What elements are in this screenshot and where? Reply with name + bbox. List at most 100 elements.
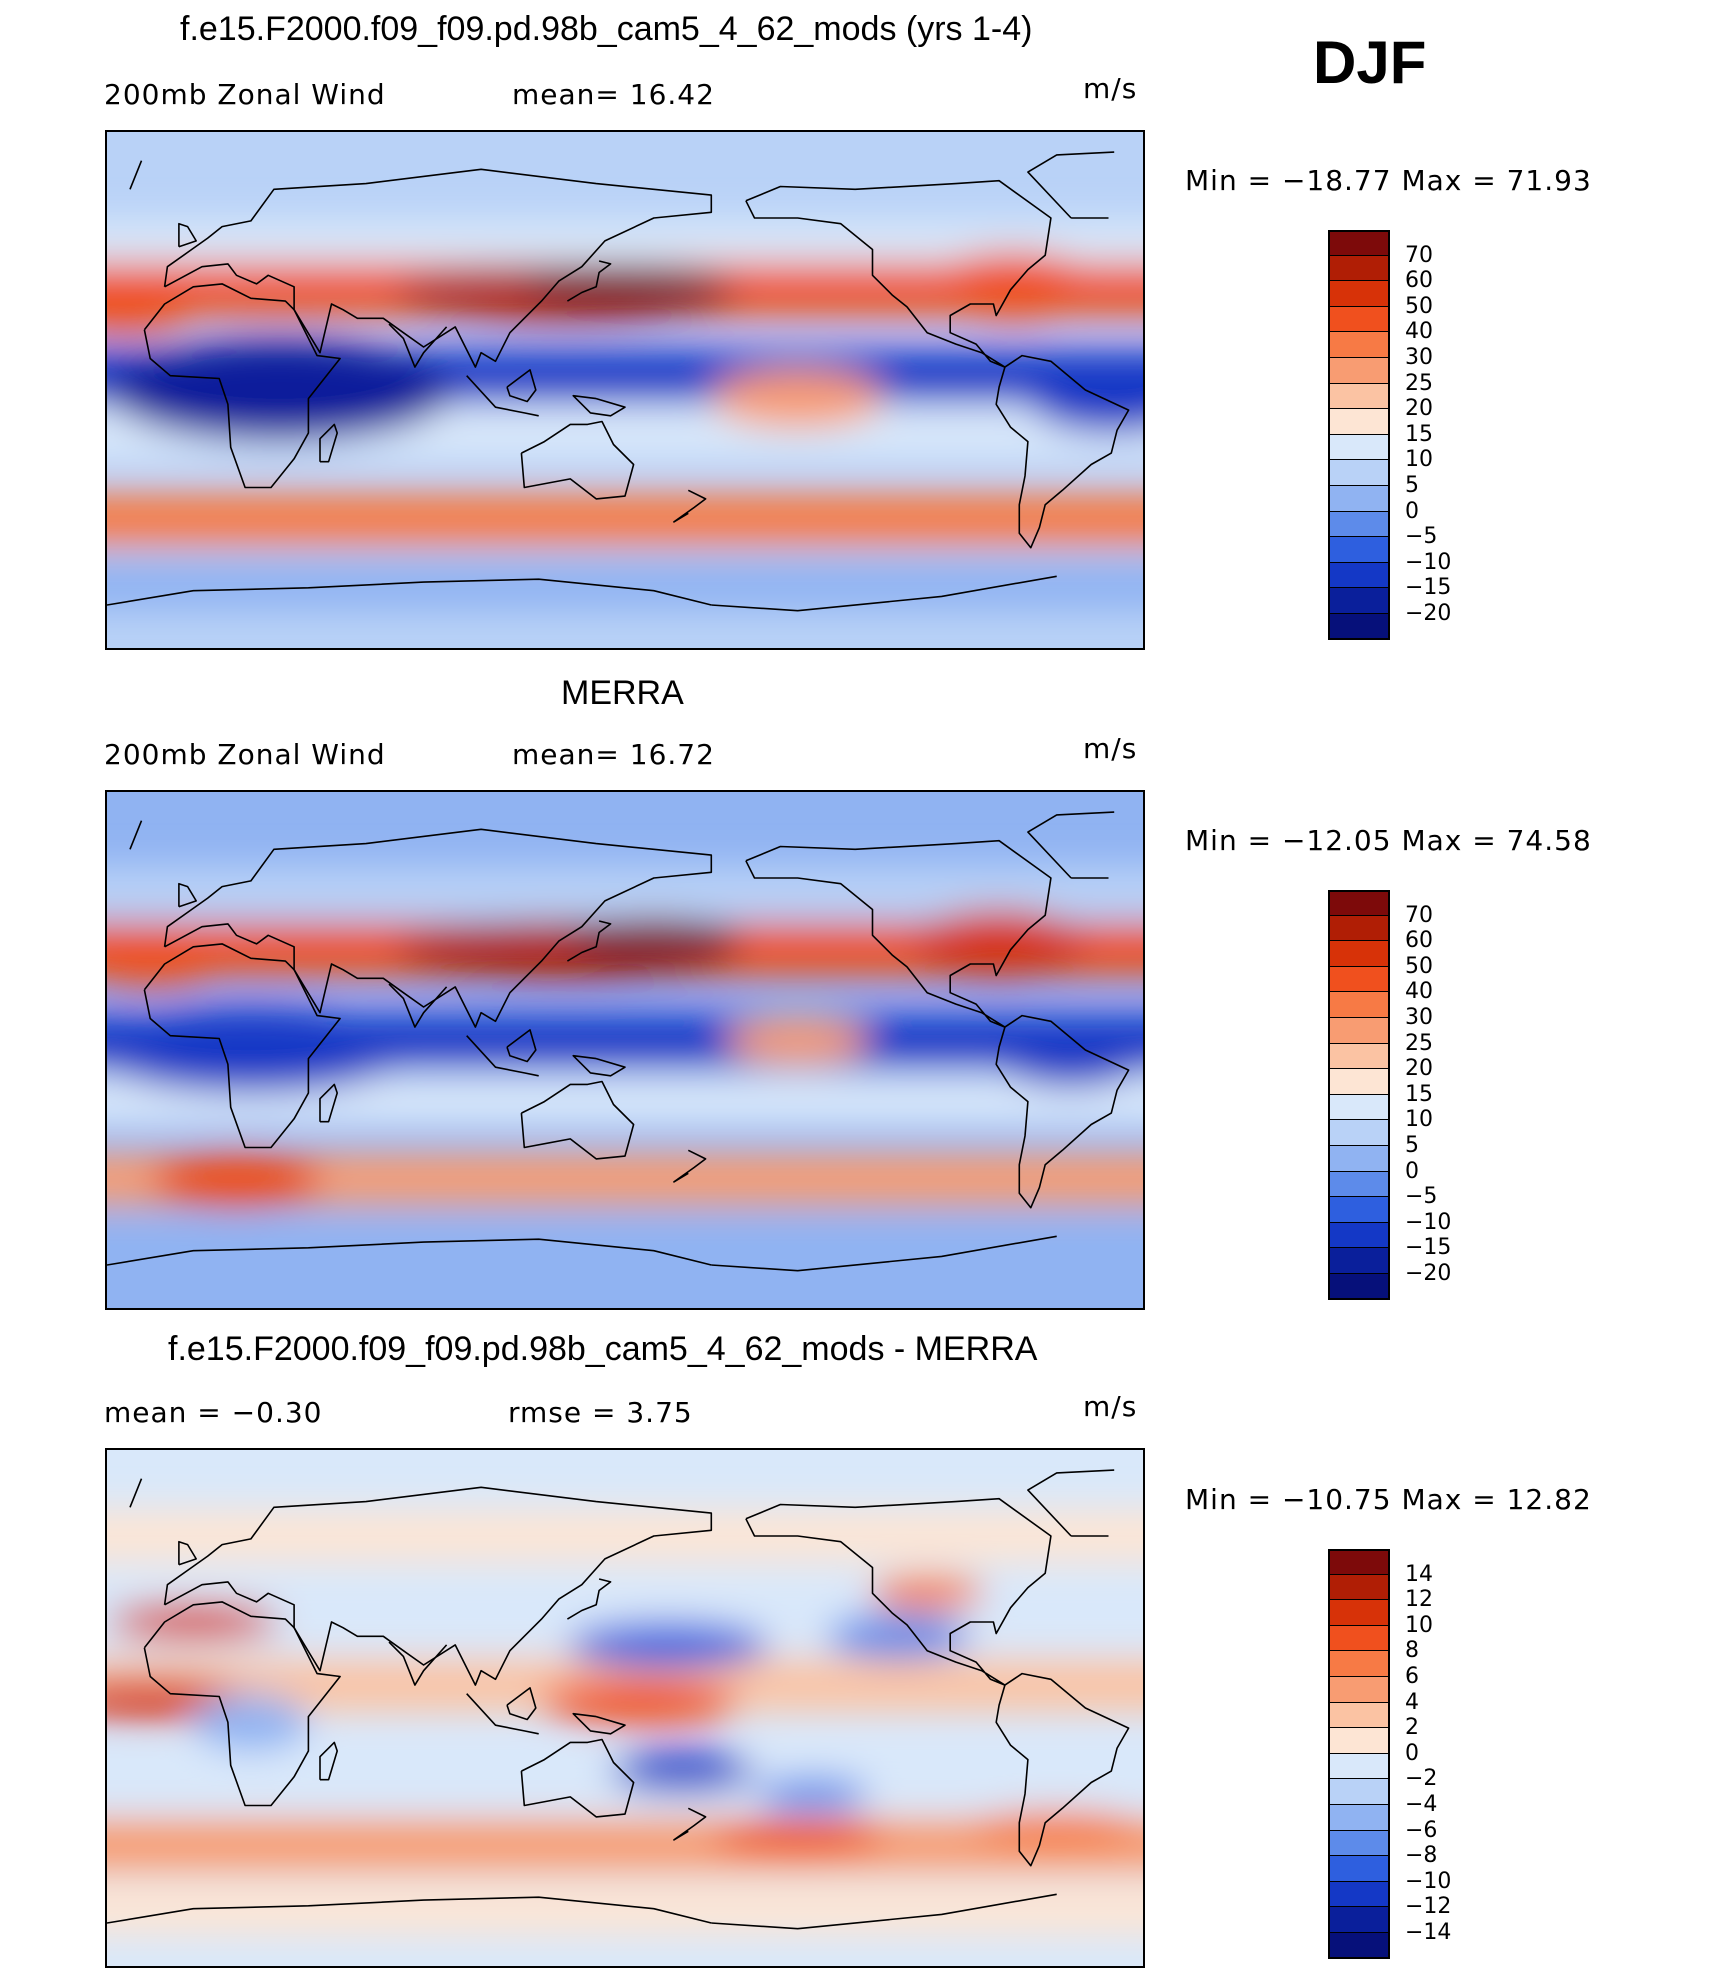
coastline	[711, 575, 1057, 612]
zonal-band	[107, 1510, 1143, 1562]
field-map	[107, 792, 1143, 1308]
coastline	[466, 1693, 539, 1735]
colorbar-swatch	[1328, 1248, 1390, 1274]
colorbar-swatch	[1328, 281, 1390, 307]
colorbar-swatch	[1328, 992, 1390, 1018]
zonal-band	[107, 493, 1143, 545]
colorbar-tick-label: −10	[1405, 549, 1452, 575]
colorbar-tick-label: 50	[1405, 953, 1433, 979]
colorbar-swatch	[1328, 1222, 1390, 1249]
coastline	[163, 168, 713, 368]
colorbar-swatch	[1328, 966, 1390, 993]
coastline	[673, 1807, 707, 1841]
coastline	[995, 1014, 1130, 1209]
colorbar-tick-label: 25	[1405, 370, 1433, 396]
colorbar-tick-label: 0	[1405, 498, 1419, 524]
field-anomaly	[754, 1776, 870, 1812]
panel1-units: m/s	[1083, 72, 1138, 105]
coastline	[572, 1712, 626, 1735]
colorbar-swatch	[1328, 1017, 1390, 1044]
coastlines	[107, 151, 1130, 612]
panel3-map	[105, 1448, 1145, 1968]
panel3-title: f.e15.F2000.f09_f09.pd.98b_cam5_4_62_mod…	[168, 1330, 1038, 1368]
colorbar-swatch	[1328, 1702, 1390, 1729]
panel3-mean: mean = −0.30	[104, 1396, 323, 1429]
colorbar-tick-label: 5	[1405, 1133, 1419, 1158]
field-anomaly	[610, 1751, 755, 1792]
colorbar-swatch	[1328, 1197, 1390, 1223]
colorbar-swatch	[1328, 1625, 1390, 1652]
coastline	[711, 1893, 1057, 1930]
field-anomaly	[150, 1150, 323, 1208]
panel2-min-max: Min = −12.05 Max = 74.58	[1185, 824, 1592, 857]
field-anomaly	[1027, 364, 1143, 433]
colorbar-tick-label: −4	[1405, 1792, 1438, 1817]
colorbar-tick-label: 70	[1405, 902, 1433, 928]
coastline	[178, 222, 197, 248]
colorbar-swatch	[1328, 230, 1390, 256]
coastline	[506, 369, 537, 403]
panel2-mean: mean= 16.72	[512, 738, 715, 771]
colorbar-swatch	[1328, 1273, 1390, 1300]
coastline	[143, 943, 341, 1149]
colorbar-tick-label: −20	[1405, 1261, 1452, 1286]
coastline	[572, 394, 626, 417]
colorbar-swatch	[1328, 1856, 1390, 1882]
coastline	[107, 1896, 712, 1924]
coastline	[143, 283, 341, 489]
coastline	[129, 1478, 143, 1508]
colorbar-swatch	[1328, 1753, 1390, 1780]
colorbar-swatch	[1328, 1043, 1390, 1070]
colorbar-swatch	[1328, 1145, 1390, 1172]
coastlines	[107, 811, 1130, 1272]
field-anomaly	[107, 338, 453, 442]
colorbar-tick-label: 50	[1405, 293, 1433, 319]
zonal-band	[107, 559, 1143, 611]
colorbar-tick-label: −5	[1405, 1184, 1438, 1210]
colorbar-tick-label: 4	[1405, 1689, 1419, 1715]
colorbar-tick-label: 70	[1405, 242, 1433, 268]
colorbar-tick-label: 20	[1405, 396, 1433, 422]
colorbar-tick-label: 0	[1405, 1158, 1419, 1184]
coastline	[673, 489, 707, 523]
colorbar-swatch	[1328, 306, 1390, 333]
zonal-band	[107, 1224, 1143, 1277]
colorbar-tick-label: −14	[1405, 1920, 1452, 1945]
coastline	[319, 1083, 338, 1123]
coastline	[745, 839, 1052, 1028]
coastline	[466, 1035, 539, 1077]
colorbar-tick-label: 20	[1405, 1056, 1433, 1082]
panel1-left-label: 200mb Zonal Wind	[104, 78, 386, 111]
coastline	[520, 420, 635, 500]
colorbar-tick-label: −12	[1405, 1894, 1452, 1920]
panel2-title: MERRA	[561, 674, 684, 712]
field-anomaly	[107, 286, 194, 333]
coastline	[388, 1641, 448, 1686]
coastline	[163, 828, 713, 1028]
coastline	[566, 920, 612, 962]
panel3-min-max: Min = −10.75 Max = 12.82	[1185, 1483, 1592, 1516]
colorbar-swatch	[1328, 1676, 1390, 1703]
colorbar-swatch	[1328, 434, 1390, 461]
coastline	[745, 1497, 1052, 1686]
colorbar-swatch	[1328, 537, 1390, 563]
zonal-band	[107, 1819, 1143, 1872]
panel2-units: m/s	[1083, 732, 1138, 765]
coastline	[995, 354, 1130, 549]
coastline	[143, 1601, 341, 1807]
coastline	[1027, 811, 1115, 879]
colorbar-swatch	[1328, 941, 1390, 967]
coastline	[566, 260, 612, 302]
coastline	[129, 160, 143, 190]
colorbar-tick-label: 14	[1405, 1561, 1433, 1587]
colorbar-swatch	[1328, 1600, 1390, 1626]
coastline	[107, 578, 712, 606]
colorbar-swatch	[1328, 562, 1390, 589]
coastline	[107, 1238, 712, 1266]
colorbar-swatch	[1328, 890, 1390, 916]
field-anomaly	[912, 909, 1086, 979]
colorbar-swatch	[1328, 1907, 1390, 1933]
panel1-title: f.e15.F2000.f09_f09.pd.98b_cam5_4_62_mod…	[180, 10, 1033, 48]
panel2-map	[105, 790, 1145, 1310]
colorbar-tick-label: −8	[1405, 1843, 1438, 1869]
